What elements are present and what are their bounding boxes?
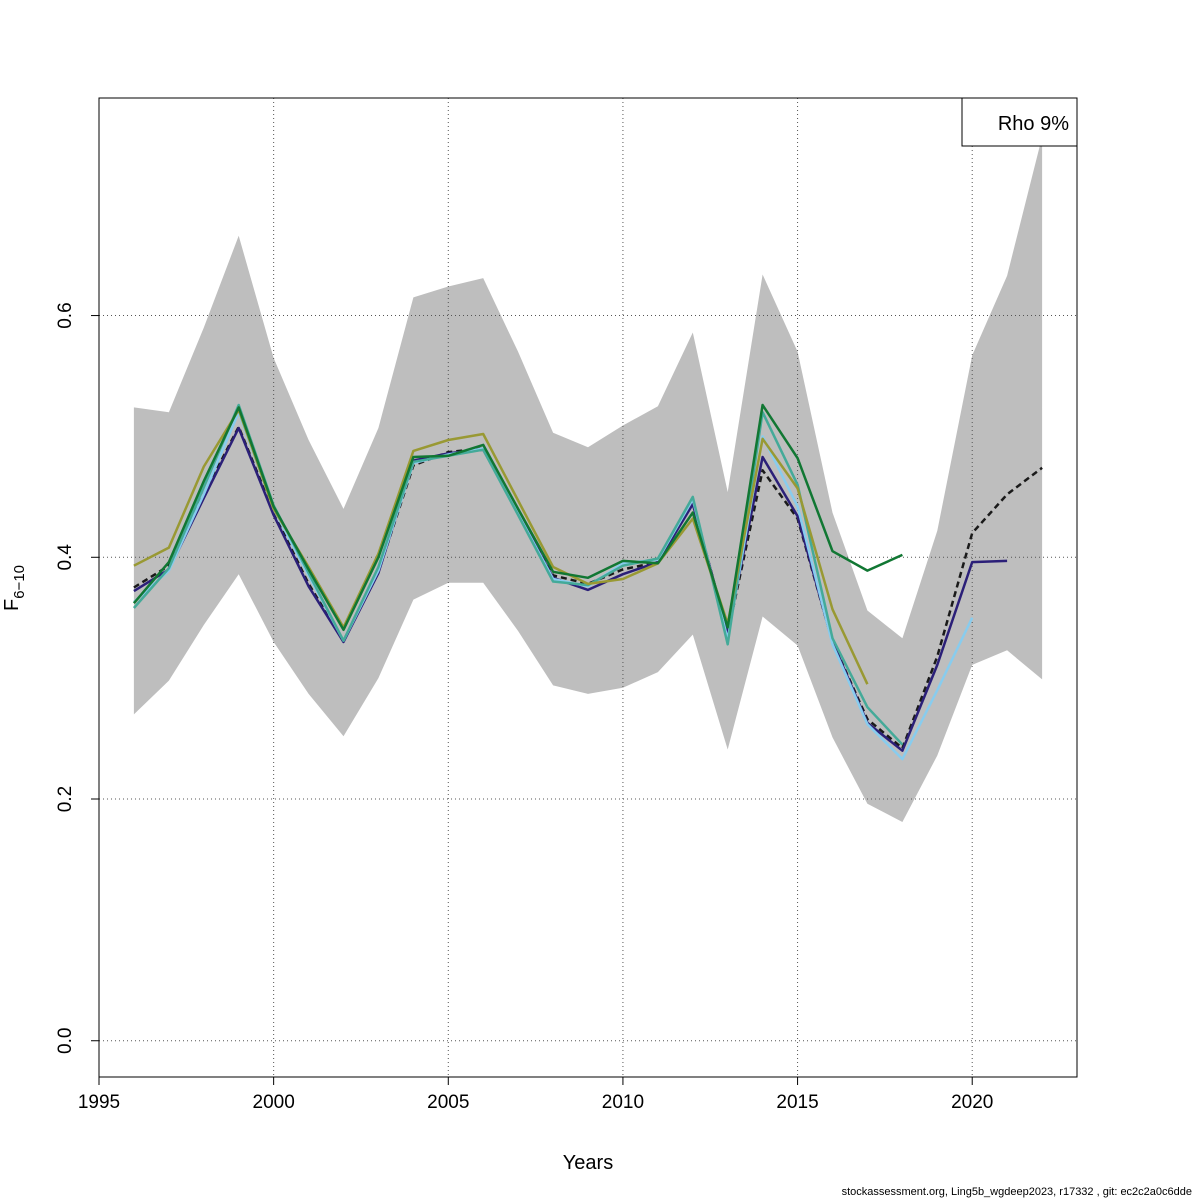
y-tick-label-1: 0.2	[55, 786, 76, 812]
confidence-band-layer	[133, 136, 1043, 822]
x-tick-label-2005: 2005	[427, 1092, 469, 1113]
x-tick-label-2020: 2020	[951, 1092, 993, 1113]
y-tick-label-2: 0.4	[55, 544, 76, 571]
x-tick-label-2015: 2015	[776, 1092, 818, 1113]
x-axis-title: Years	[563, 1152, 613, 1174]
plot-frame	[98, 97, 1078, 1078]
footer-credit: stockassessment.org, Ling5b_wgdeep2023, …	[841, 1186, 1192, 1198]
y-axis-title-group: F6−10	[1, 565, 28, 611]
grid-layer	[98, 98, 1077, 1077]
series-layer	[132, 403, 1043, 761]
legend-text: Rho 9%	[998, 113, 1069, 135]
x-tick-label-2000: 2000	[253, 1092, 295, 1113]
y-axis-title: F6−10	[1, 565, 28, 611]
y-tick-label-3: 0.6	[55, 302, 76, 328]
axis-layer: 1995 2000 2005 2010 2015 2020 0.0 0.2 0.4 0.6	[55, 302, 993, 1113]
confidence-band	[133, 136, 1043, 822]
y-axis-title-main: F	[1, 599, 23, 611]
y-tick-label-0: 0.0	[55, 1028, 76, 1054]
legend-frame	[961, 97, 1078, 147]
x-tick-label-2010: 2010	[602, 1092, 644, 1113]
legend-box: Rho 9%	[961, 97, 1078, 147]
series-line-peel-5	[132, 403, 903, 632]
y-axis-title-subscript: 6−10	[11, 565, 28, 599]
x-tick-label-1995: 1995	[78, 1092, 120, 1113]
